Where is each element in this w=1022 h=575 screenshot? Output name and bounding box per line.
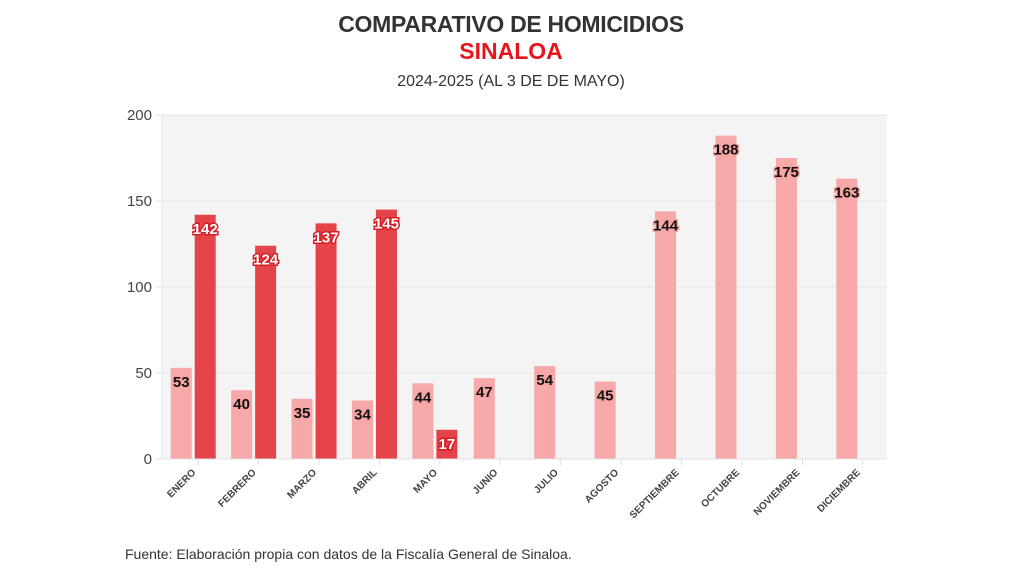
bar-2024 (473, 378, 495, 459)
data-label-2024: 144 (653, 217, 679, 234)
bar-2024 (655, 211, 677, 459)
data-label-2024: 44 (415, 389, 432, 406)
data-label-2025: 145 (374, 216, 399, 233)
data-label-2024: 45 (597, 388, 614, 405)
y-tick-label: 0 (144, 451, 152, 468)
chart-region: SINALOA (459, 38, 563, 64)
bar-2025 (315, 223, 337, 459)
data-label-2024: 188 (713, 142, 738, 159)
data-label-2025: 17 (439, 436, 456, 453)
y-axis: 0 50 100 150 200 (127, 107, 163, 468)
x-axis: ENERO FEBRERO MARZO ABRIL MAYO JUNIO JULIO AGOS… (162, 458, 887, 521)
data-label-2024: 47 (476, 384, 493, 401)
y-tick-label: 200 (127, 107, 152, 124)
data-label-2024: 40 (233, 396, 250, 413)
data-label-2024: 35 (294, 405, 311, 422)
x-tick-label: OCTUBRE (699, 467, 742, 510)
bar-2024 (715, 135, 737, 459)
y-tick-label: 150 (127, 193, 152, 210)
bar-2025 (436, 429, 458, 459)
data-label-2024: 163 (834, 185, 859, 202)
y-tick-label: 50 (135, 365, 152, 382)
data-labels: 53 142 40 124 35 137 34 145 44 17 47 54 45 144 188 175 1… (171, 140, 860, 454)
x-tick-label: FEBRERO (216, 467, 259, 510)
data-label-2025: 137 (314, 229, 339, 246)
data-label-2024: 175 (774, 164, 799, 181)
bar-2024 (534, 366, 556, 459)
bar-2024 (291, 398, 313, 459)
x-tick-label: JULIO (532, 467, 561, 496)
bar-2024 (775, 158, 797, 459)
bar-2024 (836, 178, 858, 459)
bar-2024 (594, 381, 616, 459)
x-tick-label: ENERO (165, 467, 198, 500)
bar-2024 (412, 383, 434, 459)
x-tick-label: MARZO (285, 467, 319, 501)
bars (170, 135, 858, 459)
source-note: Fuente: Elaboración propia con datos de … (125, 546, 572, 562)
x-tick-label: MAYO (412, 467, 440, 495)
bar-2025 (255, 245, 277, 459)
bar-2025 (375, 209, 397, 459)
data-label-2025: 124 (253, 252, 279, 269)
bar-2024 (170, 367, 192, 459)
bar-2024 (351, 400, 373, 459)
data-label-2025: 142 (193, 221, 218, 238)
chart-period: 2024-2025 (AL 3 DE DE MAYO) (397, 73, 625, 90)
chart-title: COMPARATIVO DE HOMICIDIOS (338, 11, 684, 37)
bar-2024 (231, 390, 253, 459)
x-tick-label: ABRIL (350, 467, 379, 496)
x-tick-label: DICIEMBRE (815, 467, 863, 515)
data-label-2024: 54 (536, 372, 553, 389)
x-tick-label: AGOSTO (583, 467, 621, 505)
y-tick-label: 100 (127, 279, 152, 296)
x-tick-label: JUNIO (471, 467, 501, 497)
data-label-2024: 34 (354, 407, 371, 424)
bar-2025 (194, 214, 216, 459)
x-tick-label: SEPTIEMBRE (628, 467, 682, 521)
data-label-2024: 53 (173, 374, 190, 391)
x-tick-label: NOVIEMBRE (752, 467, 803, 518)
